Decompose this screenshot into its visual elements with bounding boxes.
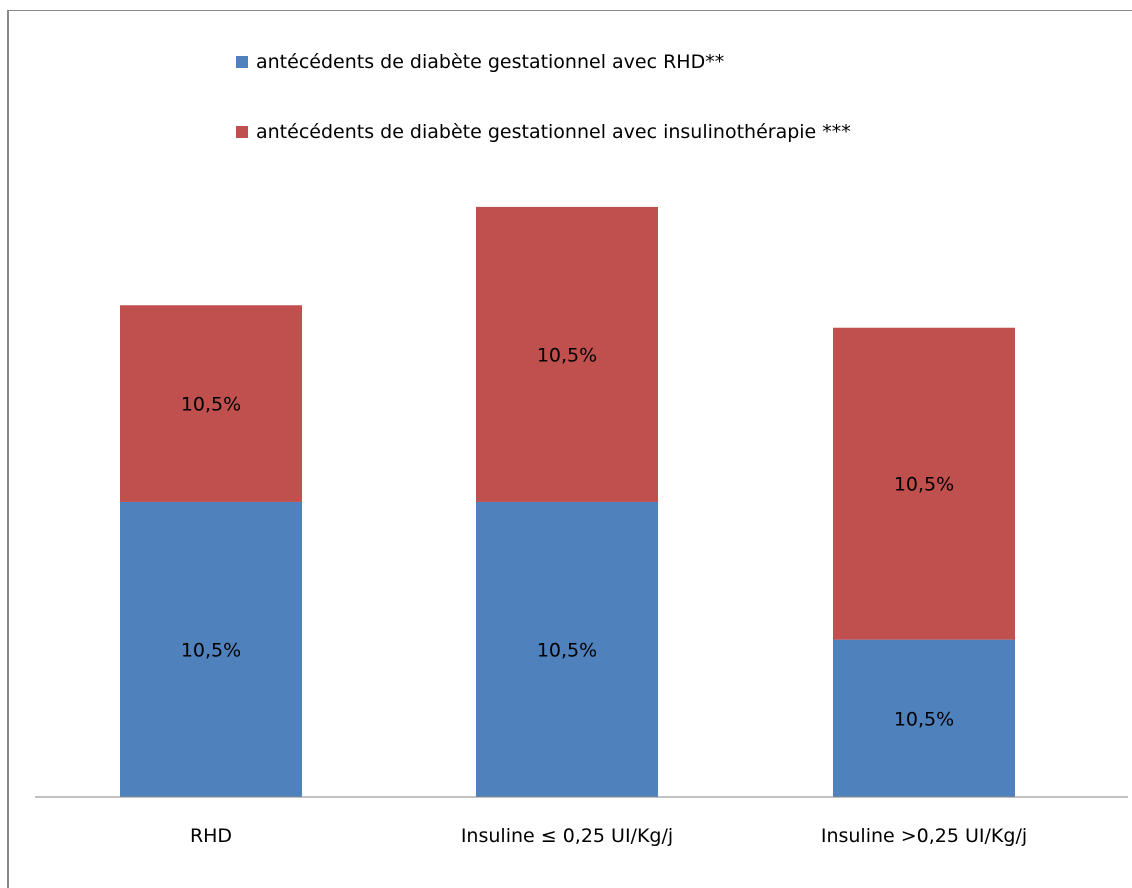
data-label-2-1: 10,5% — [894, 474, 954, 496]
x-tick-label-1: Insuline ≤ 0,25 UI/Kg/j — [461, 825, 673, 847]
legend: antécédents de diabète gestationnel avec… — [236, 51, 851, 143]
x-tick-labels: RHD Insuline ≤ 0,25 UI/Kg/j Insuline >0,25… — [190, 825, 1027, 847]
data-label-0-1: 10,5% — [181, 394, 241, 416]
bars: 10,5% 10,5% 10,5% 10,5% 10,5% 10,5% — [120, 206, 1015, 797]
chart-frame — [7, 10, 1132, 888]
x-tick-label-2: Insuline >0,25 UI/Kg/j — [821, 825, 1027, 847]
bar-segment-0-0 — [120, 501, 302, 797]
data-label-2-0: 10,5% — [894, 708, 954, 730]
bar-segment-0-1 — [120, 305, 302, 502]
bar-segment-1-1 — [476, 206, 658, 502]
data-label-0-0: 10,5% — [181, 639, 241, 661]
bar-segment-2-0 — [833, 639, 1015, 797]
bar-segment-1-0 — [476, 501, 658, 797]
legend-swatch-1 — [236, 126, 248, 138]
data-label-1-1: 10,5% — [537, 344, 597, 366]
legend-swatch-0 — [236, 56, 248, 68]
data-label-1-0: 10,5% — [537, 639, 597, 661]
bar-segment-2-1 — [833, 327, 1015, 640]
legend-label-0: antécédents de diabète gestationnel avec… — [256, 51, 724, 73]
x-tick-label-0: RHD — [190, 825, 232, 847]
legend-label-1: antécédents de diabète gestationnel avec… — [256, 121, 851, 143]
